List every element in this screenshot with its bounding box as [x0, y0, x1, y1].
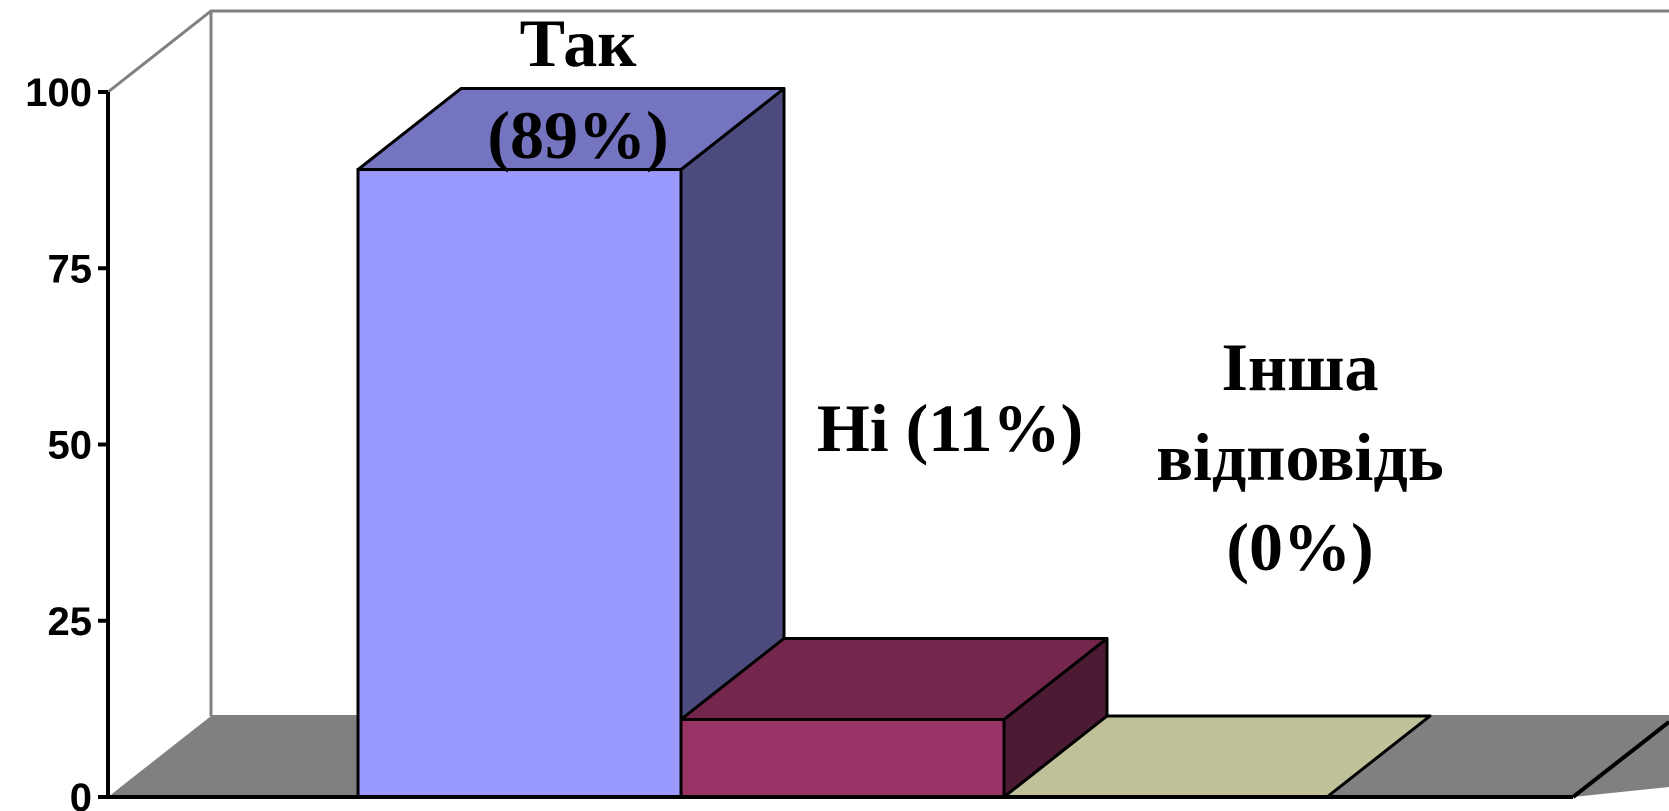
data-label-line: Так [520, 5, 638, 81]
y-tick-label: 0 [70, 776, 92, 811]
y-axis [98, 90, 1669, 799]
data-labels: Так (89%) Ні (11%) Інша відповідь (0%) [487, 5, 1443, 585]
data-label-2: Ні (11%) [817, 390, 1083, 466]
data-label-line: відповідь [1156, 419, 1443, 495]
wall-top-edge [107, 9, 1669, 94]
bar-top-2 [679, 636, 1109, 721]
bar-front-1 [356, 168, 683, 799]
y-tick-label: 25 [48, 600, 93, 644]
data-label-line: Ні (11%) [817, 390, 1083, 466]
data-label-line: (89%) [487, 97, 668, 173]
bar-front-2 [679, 717, 1006, 799]
x-axis-depth-line [1571, 720, 1669, 799]
data-label-line: Інша [1221, 329, 1378, 405]
chart-walls [107, 9, 1669, 716]
data-label-3: Інша відповідь (0%) [1156, 329, 1443, 585]
data-label-line: (0%) [1226, 509, 1373, 585]
y-tick-label: 50 [48, 424, 93, 468]
y-tick-label: 75 [48, 247, 93, 291]
bar-series [356, 87, 1432, 799]
y-tick-label: 100 [25, 71, 92, 115]
data-label-1: Так (89%) [487, 5, 668, 173]
bar-top-1 [356, 87, 786, 172]
y-tick-labels: 0 25 50 75 100 [25, 71, 92, 811]
